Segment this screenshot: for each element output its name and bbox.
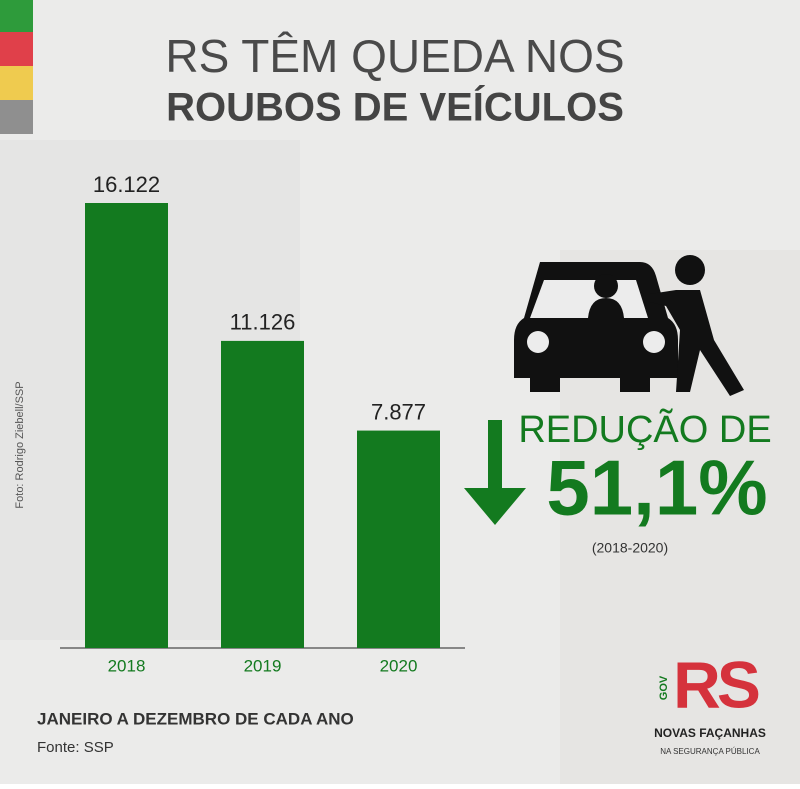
logo-gov: GOV xyxy=(658,675,670,700)
reduction-period: (2018-2020) xyxy=(592,540,668,556)
x-tick-label: 2020 xyxy=(380,656,418,675)
title: RS TÊM QUEDA NOS xyxy=(165,30,624,82)
logo-line2: NA SEGURANÇA PÚBLICA xyxy=(660,747,760,756)
photo-credit: Foto: Rodrigo Ziebell/SSP xyxy=(14,381,26,508)
car-icon xyxy=(514,255,744,396)
bar xyxy=(357,430,440,648)
subtitle: ROUBOS DE VEÍCULOS xyxy=(166,85,624,130)
value-label: 7.877 xyxy=(371,399,426,424)
bar xyxy=(85,203,168,648)
bar xyxy=(221,340,304,648)
value-label: 11.126 xyxy=(230,310,296,335)
x-tick-label: 2019 xyxy=(244,656,282,675)
reduction-label: REDUÇÃO DE xyxy=(518,408,771,451)
logo-line1: NOVAS FAÇANHAS xyxy=(654,726,766,740)
source: Fonte: SSP xyxy=(37,739,114,756)
flag-stripe xyxy=(0,32,33,66)
reduction-value: 51,1% xyxy=(546,444,767,532)
flag-stripe xyxy=(0,0,33,32)
flag-stripe xyxy=(0,100,33,134)
logo: GOV RS NOVAS FAÇANHAS NA SEGURANÇA PÚBLI… xyxy=(654,647,766,756)
value-label: 16.122 xyxy=(93,172,160,197)
x-tick-label: 2018 xyxy=(108,656,146,675)
flag-stripe xyxy=(0,66,33,100)
period-note: JANEIRO A DEZEMBRO DE CADA ANO xyxy=(37,709,354,728)
logo-rs: RS xyxy=(673,647,759,721)
down-arrow xyxy=(464,420,526,525)
